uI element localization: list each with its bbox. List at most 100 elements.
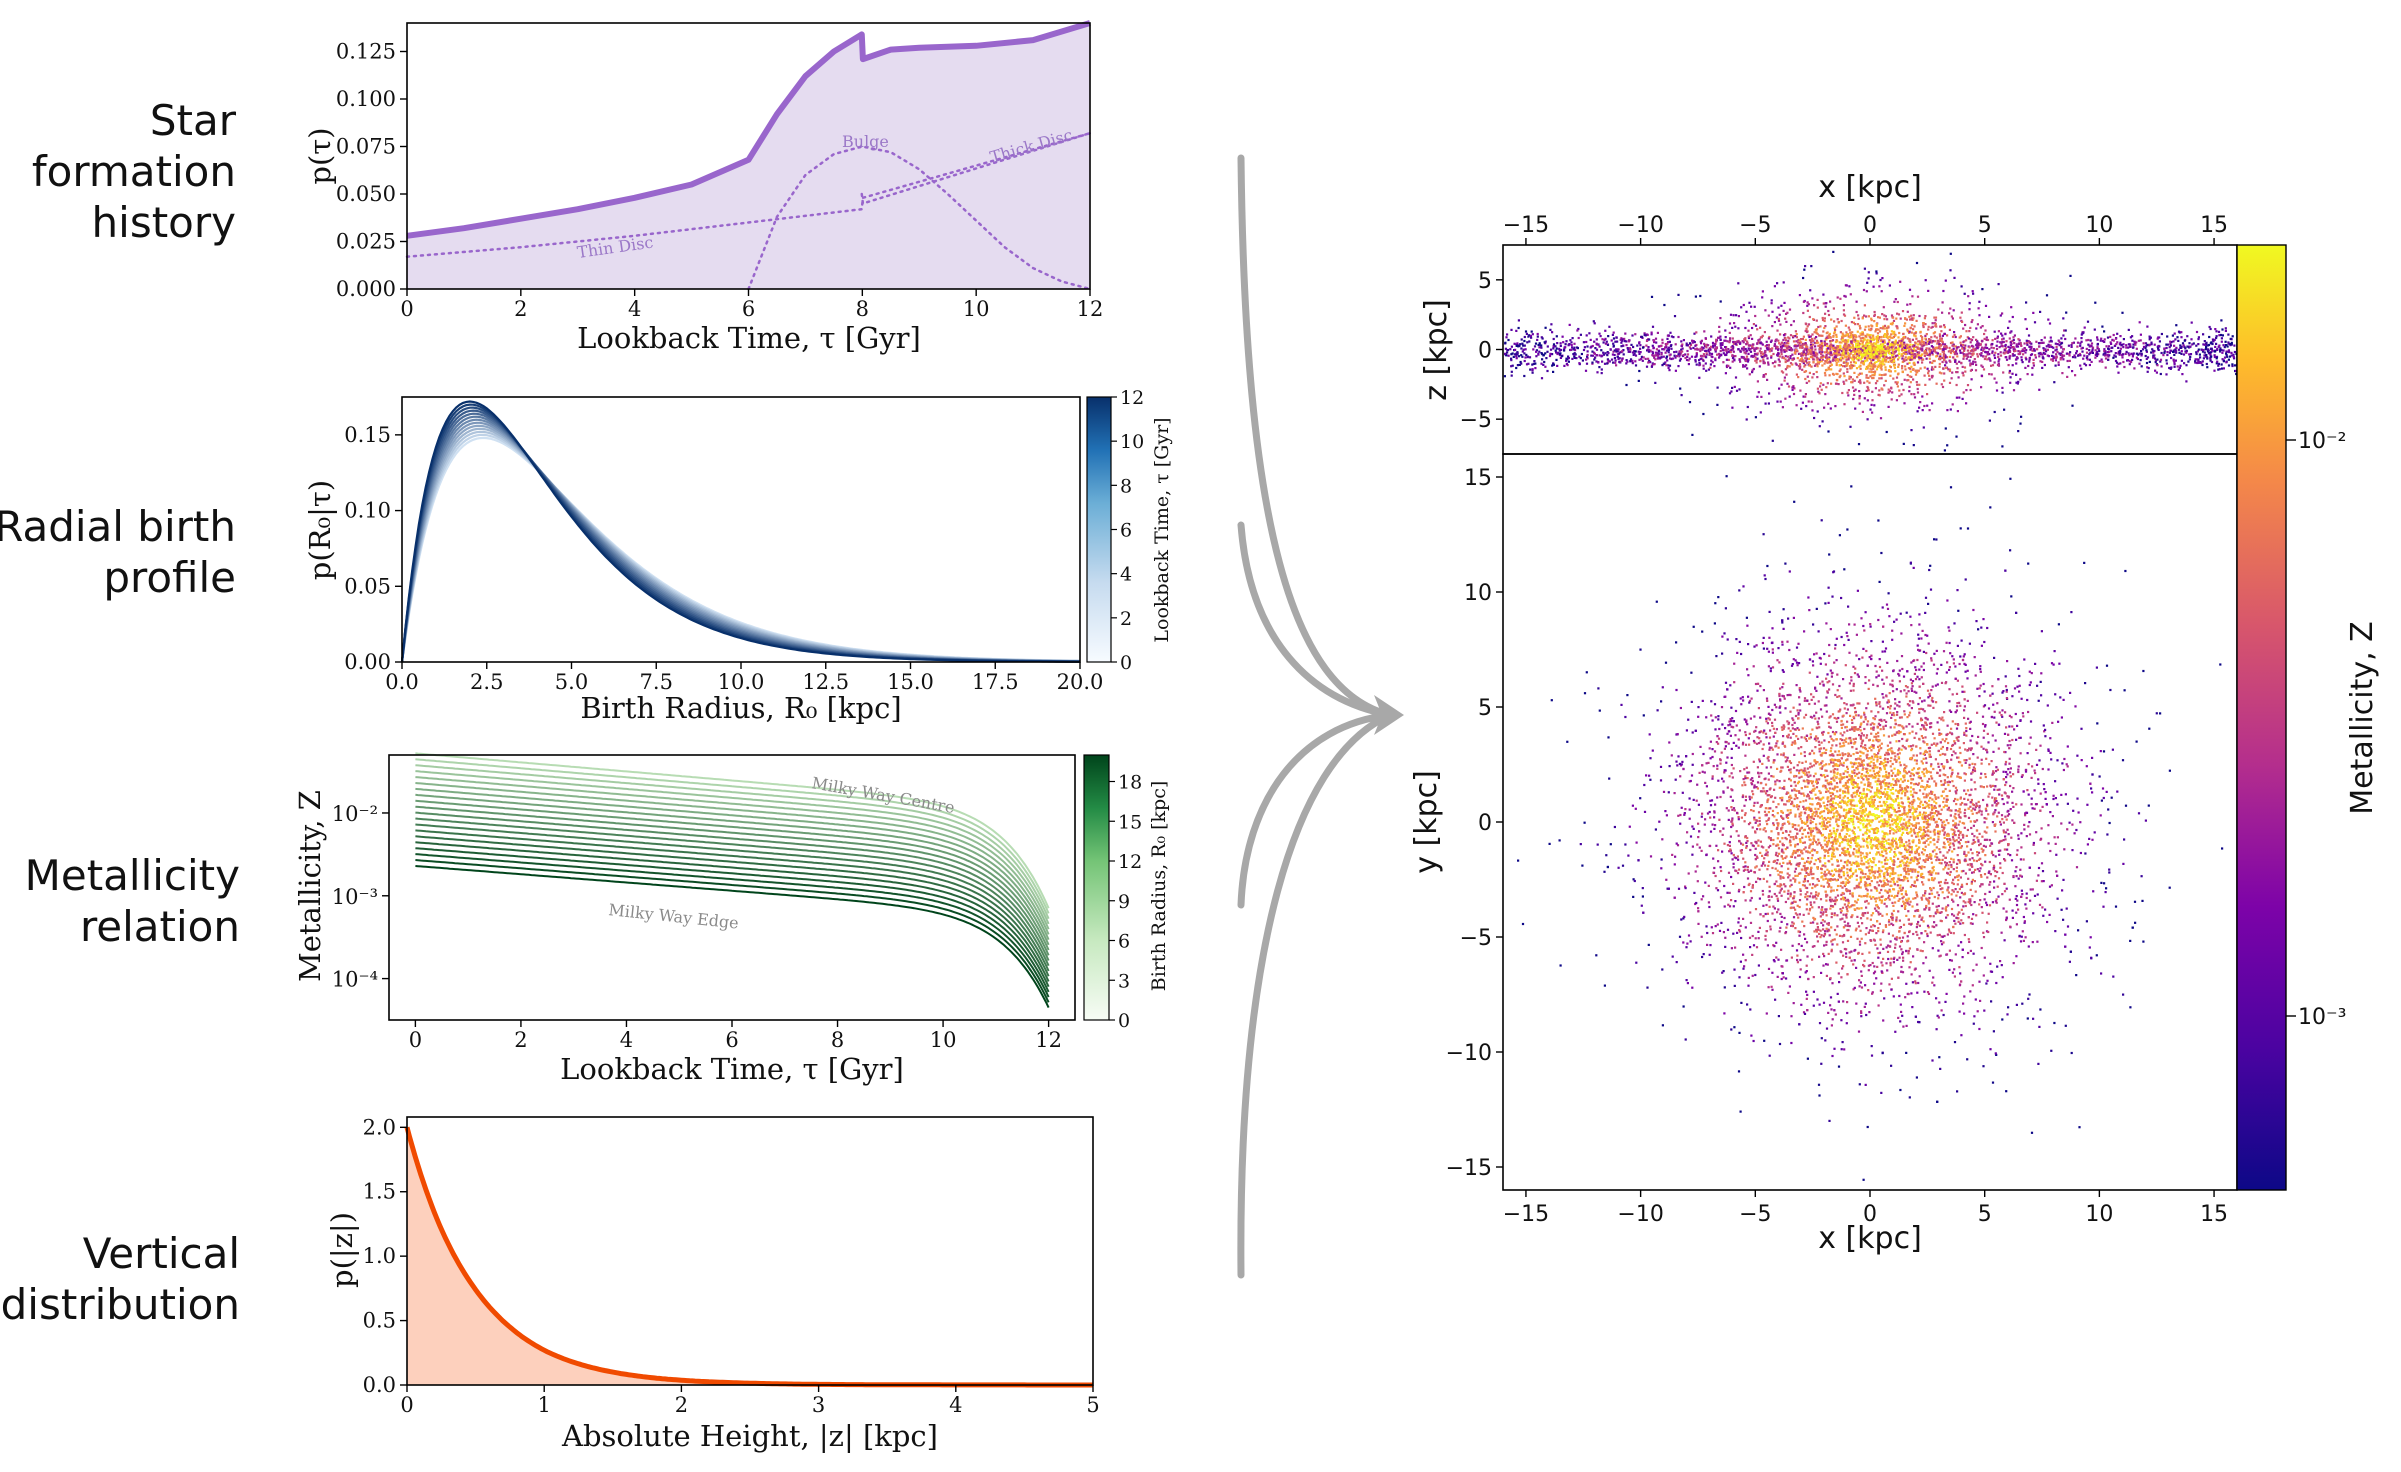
star-point: [1949, 341, 1953, 345]
star-point: [1963, 348, 1966, 351]
star-point: [1769, 766, 1773, 769]
metallicity-panel: 0 2 4 6 8 10 12 10⁻²10⁻³10⁻⁴ Lookback Time, τ …: [293, 752, 1170, 1086]
star-point: [1802, 395, 1805, 398]
star-point: [1951, 693, 1954, 696]
star-point: [2139, 339, 2142, 342]
star-point: [1903, 809, 1906, 812]
star-point: [1946, 444, 1949, 447]
star-point: [1552, 343, 1556, 346]
star-point: [1894, 381, 1897, 384]
star-point: [1573, 347, 1576, 351]
star-point: [2038, 388, 2041, 391]
star-point: [1805, 327, 1808, 330]
star-point: [1862, 355, 1865, 358]
star-point: [1840, 726, 1843, 729]
star-point: [1688, 357, 1691, 360]
star-point: [1843, 365, 1847, 368]
star-point: [1654, 358, 1657, 361]
star-point: [1841, 917, 1844, 920]
star-point: [2152, 356, 2155, 359]
star-point: [2047, 355, 2051, 358]
star-point: [2062, 358, 2065, 361]
star-point: [2128, 354, 2131, 357]
star-point: [1980, 364, 1983, 367]
star-point: [1867, 271, 1870, 274]
star-point: [1920, 347, 1923, 350]
star-point: [1892, 377, 1895, 380]
star-point: [1977, 840, 1980, 843]
star-point: [2065, 311, 2068, 314]
star-point: [2066, 359, 2069, 363]
star-point: [2056, 343, 2059, 346]
star-point: [1909, 869, 1912, 872]
star-point: [1711, 355, 1714, 359]
star-point: [1666, 337, 1669, 340]
star-point: [2180, 336, 2183, 339]
star-point: [1824, 302, 1827, 305]
star-point: [1853, 350, 1856, 353]
star-point: [1771, 310, 1774, 313]
star-point: [1887, 357, 1890, 360]
star-point: [1741, 347, 1744, 350]
star-point: [1705, 353, 1708, 356]
star-point: [1790, 349, 1793, 352]
star-point: [1957, 772, 1960, 775]
star-point: [2004, 343, 2007, 347]
star-point: [2146, 343, 2149, 346]
star-point: [2119, 335, 2122, 338]
star-point: [1926, 934, 1929, 938]
star-point: [1884, 347, 1887, 351]
star-point: [2208, 335, 2211, 339]
star-point: [1838, 376, 1841, 379]
star-point: [1767, 361, 1770, 364]
star-point: [1916, 351, 1919, 354]
metallicity-curve: [415, 793, 1050, 946]
star-point: [1835, 335, 1838, 338]
star-point: [2052, 355, 2055, 358]
star-point: [1520, 354, 1523, 357]
star-point: [2009, 344, 2012, 347]
star-point: [1827, 309, 1830, 313]
star-point: [1623, 340, 1626, 343]
star-point: [1686, 831, 1689, 834]
star-point: [1872, 351, 1875, 354]
star-point: [1685, 342, 1688, 345]
star-point: [1670, 357, 1673, 361]
star-point: [1711, 361, 1714, 364]
star-point: [1871, 399, 1874, 402]
star-point: [1741, 340, 1744, 343]
star-point: [2133, 367, 2136, 370]
star-point: [1856, 330, 1859, 333]
star-point: [1976, 323, 1979, 326]
star-point: [1744, 339, 1747, 342]
star-point: [1854, 870, 1857, 873]
star-point: [1938, 357, 1941, 361]
star-point: [2132, 352, 2135, 355]
star-point: [1602, 353, 1606, 356]
star-point: [1676, 844, 1680, 847]
star-point: [1948, 369, 1951, 373]
star-point: [1728, 339, 1732, 342]
star-point: [1952, 351, 1955, 354]
star-point: [1707, 344, 1710, 347]
star-point: [1825, 336, 1828, 339]
star-point: [1889, 346, 1892, 349]
star-point: [1889, 366, 1892, 369]
star-point: [2096, 336, 2099, 339]
star-point: [1819, 325, 1822, 328]
star-point: [1629, 360, 1632, 363]
vertical-x-tick-label: 2: [675, 1393, 688, 1417]
star-point: [1734, 340, 1737, 344]
star-point: [1894, 789, 1898, 792]
star-point: [1724, 348, 1728, 351]
star-point: [1776, 400, 1779, 403]
star-point: [1653, 363, 1656, 366]
star-point: [1834, 405, 1837, 408]
star-point: [1936, 840, 1939, 843]
star-point: [2003, 352, 2006, 355]
vertical-y-label: p(|z|): [325, 1212, 359, 1288]
metallicity-curve: [415, 859, 1050, 1003]
star-point: [2175, 351, 2178, 354]
star-point: [1883, 333, 1887, 336]
vertical-plot-area: [404, 1126, 1093, 1388]
